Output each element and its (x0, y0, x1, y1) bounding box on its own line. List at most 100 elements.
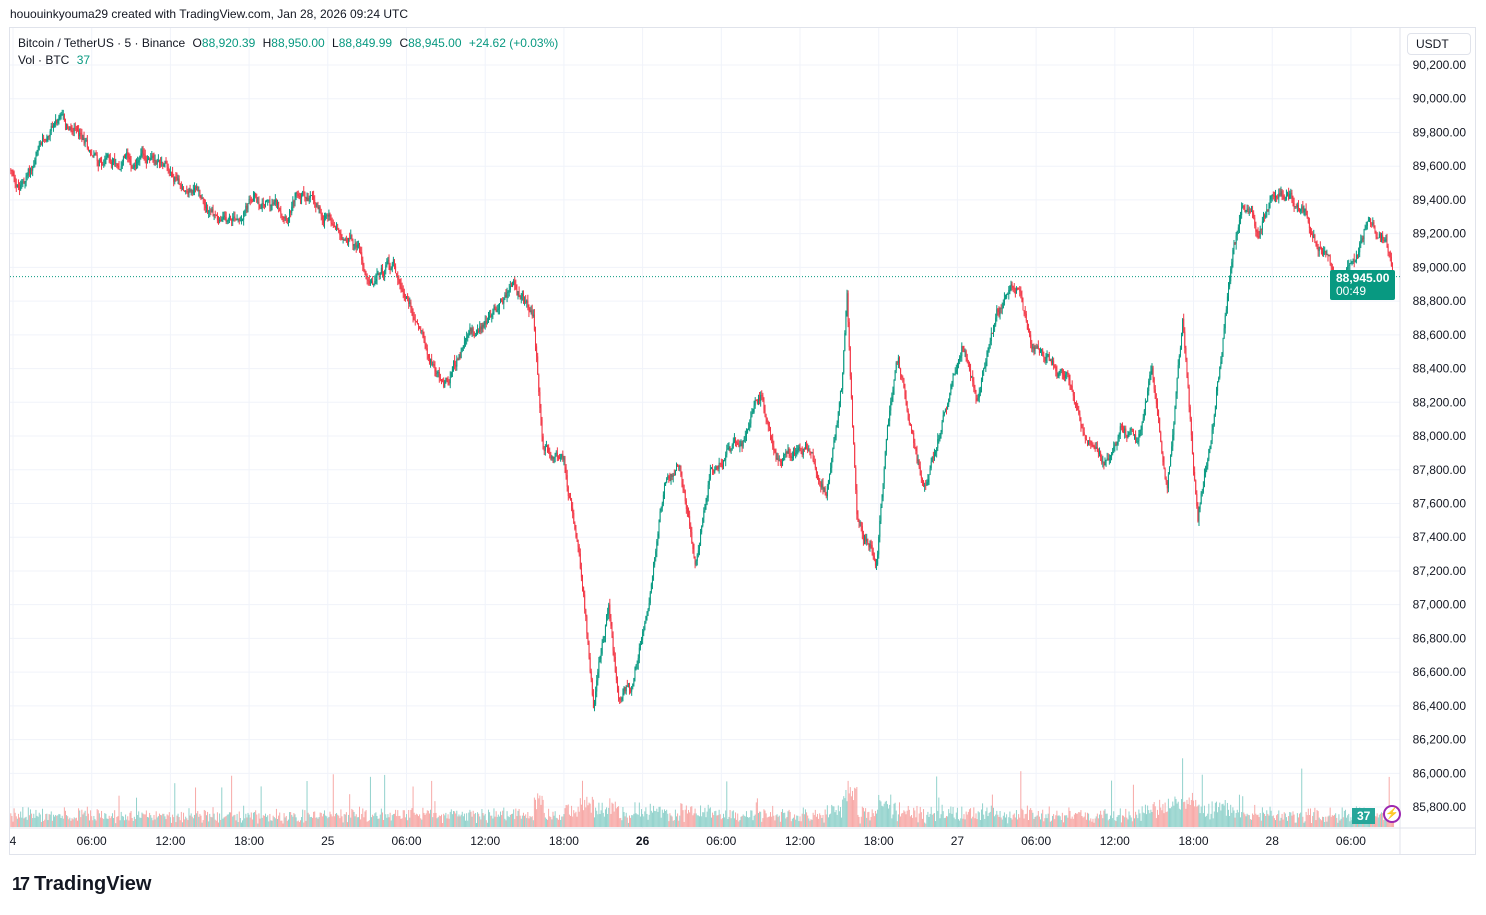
volume-bar (1301, 768, 1303, 827)
candle-body (408, 298, 410, 304)
candle-body (440, 379, 442, 381)
candle-body (942, 415, 944, 422)
volume-bar (271, 820, 273, 827)
volume-bar (732, 810, 734, 827)
volume-bar (538, 798, 540, 827)
volume-bar (364, 811, 366, 827)
volume-bar (397, 810, 399, 827)
volume-bar (63, 807, 65, 827)
volume-bar (610, 813, 612, 827)
volume-bar (1245, 816, 1247, 827)
volume-bar (481, 808, 483, 827)
candle-body (232, 217, 234, 221)
volume-bar (1334, 814, 1336, 827)
candle-body (810, 452, 812, 454)
candle-body (911, 425, 913, 430)
volume-bar (1013, 813, 1015, 827)
volume-bar (933, 813, 935, 827)
candle-body (560, 457, 562, 459)
volume-bar (607, 814, 609, 827)
volume-bar (71, 818, 73, 827)
candle-body (74, 127, 76, 129)
candle-body (484, 320, 486, 325)
candle-body (11, 170, 13, 172)
high-label: H (262, 36, 272, 50)
candle-body (921, 478, 923, 482)
volume-bar (169, 817, 171, 827)
candle-body (301, 195, 303, 199)
tradingview-logo[interactable]: 17 TradingView (12, 873, 151, 896)
volume-bar (399, 815, 401, 827)
candle-body (339, 232, 341, 235)
candle-body (939, 436, 941, 439)
candle-body (958, 360, 960, 364)
candle-body (1237, 227, 1239, 231)
candle-body (80, 133, 82, 134)
volume-bar (270, 820, 272, 827)
symbol-title[interactable]: Bitcoin / TetherUS · 5 · Binance (18, 36, 186, 50)
volume-bar (702, 812, 704, 827)
volume-bar (677, 813, 679, 827)
y-tick-label: 87,400.00 (1413, 530, 1467, 544)
candle-body (1015, 287, 1017, 294)
candle-body (551, 456, 553, 459)
volume-bar (1304, 821, 1306, 827)
volume-bar (1175, 799, 1177, 827)
candle-body (1187, 377, 1189, 388)
currency-selector[interactable]: USDT (1407, 33, 1471, 55)
volume-bar (1060, 819, 1062, 827)
lightning-bolt-icon[interactable]: ⚡ (1383, 805, 1401, 823)
volume-bar (1257, 814, 1259, 827)
candle-body (830, 467, 832, 474)
candle-body (1208, 449, 1210, 460)
volume-bar (530, 817, 532, 827)
volume-bar (960, 818, 962, 827)
candle-body (309, 195, 311, 198)
candle-body (1244, 208, 1246, 213)
candle-body (1102, 461, 1104, 463)
candle-body (685, 501, 687, 510)
volume-bar (681, 803, 683, 827)
volume-bar (295, 817, 297, 827)
candle-body (1018, 288, 1020, 290)
volume-bar (925, 823, 927, 827)
candle-body (1264, 214, 1266, 218)
candle-body (198, 190, 200, 192)
candle-body (322, 219, 324, 223)
candle-body (873, 556, 875, 560)
volume-bar (771, 816, 773, 827)
volume-bar (256, 814, 258, 827)
candle-body (1093, 445, 1095, 447)
volume-bar (1318, 817, 1320, 827)
volume-bar (1010, 817, 1012, 827)
candle-body (243, 212, 245, 220)
candle-body (978, 392, 980, 398)
candle-body (600, 653, 602, 659)
volume-bar (40, 821, 42, 827)
volume-bar (1165, 812, 1167, 827)
candle-body (83, 137, 85, 144)
candle-body (1054, 365, 1056, 367)
candle-body (915, 448, 917, 451)
candle-body (16, 185, 18, 187)
volume-bar (958, 819, 960, 827)
candle-body (877, 554, 879, 565)
candle-body (26, 175, 28, 177)
volume-bar (829, 814, 831, 827)
volume-bar (544, 817, 546, 827)
volume-bar (217, 822, 219, 827)
candle-body (447, 380, 449, 383)
candle-body (1367, 219, 1369, 222)
volume-bar (691, 806, 693, 827)
volume-indicator-label[interactable]: Vol · BTC (18, 53, 70, 67)
candle-body (470, 327, 472, 334)
candle-body (191, 189, 193, 194)
candle-body (1179, 348, 1181, 356)
volume-bar (1062, 822, 1064, 827)
candle-body (1354, 261, 1356, 263)
candle-body (298, 196, 300, 197)
volume-bar (745, 811, 747, 827)
candle-body (938, 438, 940, 440)
volume-bar (737, 813, 739, 827)
